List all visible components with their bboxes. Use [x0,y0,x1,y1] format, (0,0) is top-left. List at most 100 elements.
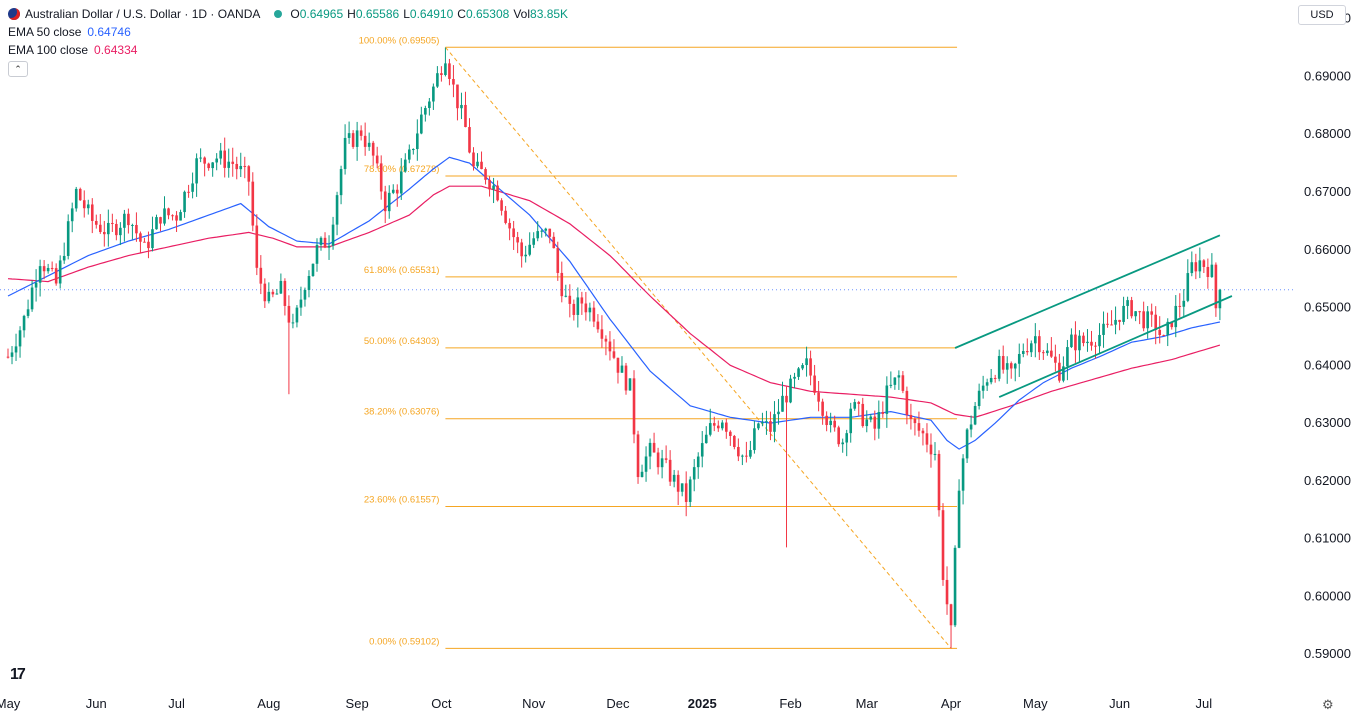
candle-body [993,377,997,379]
candle-body [853,402,857,409]
candle-body [652,442,656,453]
candle-body [600,329,604,339]
candle-body [704,434,708,444]
candle-body [544,228,548,231]
candle-body [271,291,275,295]
candle-body [917,423,921,431]
candle-body [977,390,981,407]
open-value: 0.64965 [299,7,344,21]
candle-body [175,215,178,221]
candle-body [1114,319,1117,325]
candle-body [191,183,194,192]
x-tick-label: Aug [257,696,280,711]
candle-body [1009,363,1013,369]
candle-body [841,442,844,445]
x-tick-label: Jul [168,696,185,711]
candle-body [620,365,624,373]
candle-body [1050,350,1053,357]
candle-body [295,307,299,323]
candle-body [1214,264,1218,309]
candle-body [283,280,287,306]
candle-body [656,452,660,468]
candle-body [660,458,664,468]
ema100-label: EMA 100 close [8,43,89,57]
candle-body [103,231,106,235]
candle-body [1021,351,1025,354]
candle-body [516,237,519,243]
open-label: O [290,7,300,21]
ema100-row[interactable]: EMA 100 close 0.64334 [8,41,572,59]
candle-body [1094,345,1097,347]
y-tick-label: 0.62000 [1304,473,1351,488]
candle-body [1182,300,1186,307]
candle-body [1154,314,1158,330]
candle-body [909,414,913,419]
candle-body [98,224,102,232]
candle-body [1206,266,1210,277]
candle-body [107,222,110,235]
y-tick-label: 0.69000 [1304,68,1351,83]
x-tick-label: Apr [941,696,962,711]
candle-body [311,263,315,277]
gear-icon[interactable]: ⚙ [1322,697,1334,712]
candle-body [833,420,836,428]
candle-body [813,375,816,393]
candle-body [825,415,828,426]
candle-body [672,474,676,482]
candle-body [837,427,840,445]
candle-body [797,368,800,377]
x-tick-label: May [0,696,21,711]
candle-body [957,490,961,548]
candle-body [58,260,62,284]
candle-body [1001,356,1005,370]
candle-body [889,384,893,386]
fib-level-label: 100.00% (0.69505) [359,35,440,46]
x-tick-label: Jul [1196,696,1213,711]
x-tick-label: 2025 [688,696,717,711]
candle-body [291,322,295,324]
candle-body [464,104,467,128]
candle-body [307,276,311,290]
y-tick-label: 0.66000 [1304,242,1351,257]
volume-label: Vol [513,7,531,21]
candle-body [211,162,214,169]
candle-body [195,158,198,184]
tradingview-logo-icon[interactable]: 17 [10,666,26,683]
candle-body [692,467,696,480]
fib-level-label: 50.00% (0.64303) [364,336,440,347]
candle-body [187,191,190,193]
candle-body [612,351,616,358]
candle-body [801,365,804,369]
candle-body [905,390,909,415]
candle-body [231,161,235,164]
candle-body [387,192,391,212]
candle-body [416,133,419,150]
candle-body [267,291,271,302]
candle-body [616,357,620,373]
candle-body [985,382,989,386]
currency-selector[interactable]: USD [1298,5,1346,25]
candle-body [1029,343,1033,353]
candle-body [347,133,351,138]
candle-body [720,422,724,429]
candle-body [1090,341,1093,346]
volume-value: 83.85K [530,7,569,21]
candle-body [576,297,580,315]
candle-body [572,303,576,315]
candle-body [432,86,435,102]
candle-body [725,422,728,432]
candle-body [1126,300,1129,306]
candle-body [179,212,182,221]
candle-body [568,295,572,304]
candle-body [997,356,1001,379]
candle-body [604,338,608,342]
symbol-title[interactable]: Australian Dollar / U.S. Dollar · 1D · O… [25,7,261,21]
candle-body [1170,321,1174,328]
collapse-legend-button[interactable]: ⌃ [8,61,28,77]
ema50-row[interactable]: EMA 50 close 0.64746 [8,23,572,41]
candle-body [1074,334,1077,351]
candle-body [452,78,455,85]
candle-body [339,169,343,196]
